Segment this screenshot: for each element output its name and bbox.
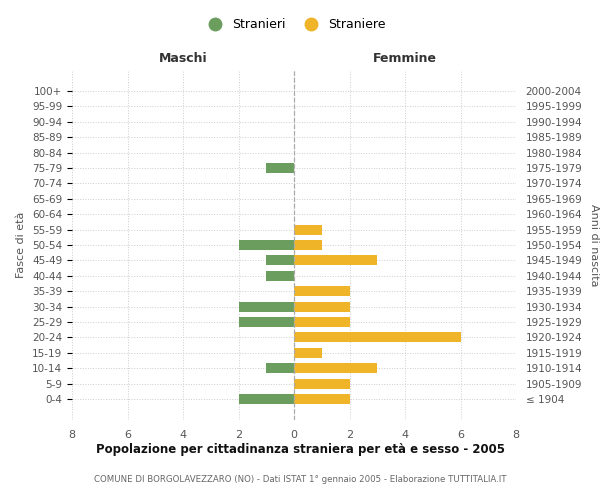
Bar — [266, 271, 294, 281]
Bar — [294, 256, 377, 266]
Bar — [294, 348, 322, 358]
Bar — [294, 224, 322, 234]
Text: COMUNE DI BORGOLAVEZZARO (NO) - Dati ISTAT 1° gennaio 2005 - Elaborazione TUTTIT: COMUNE DI BORGOLAVEZZARO (NO) - Dati IST… — [94, 476, 506, 484]
Y-axis label: Anni di nascita: Anni di nascita — [589, 204, 599, 286]
Bar — [239, 240, 294, 250]
Legend: Stranieri, Straniere: Stranieri, Straniere — [197, 13, 391, 36]
Bar — [294, 364, 377, 374]
Bar — [294, 286, 350, 296]
Bar — [239, 394, 294, 404]
Text: Maschi: Maschi — [158, 52, 208, 65]
Y-axis label: Fasce di età: Fasce di età — [16, 212, 26, 278]
Bar — [294, 378, 350, 388]
Bar — [239, 317, 294, 327]
Text: Popolazione per cittadinanza straniera per età e sesso - 2005: Popolazione per cittadinanza straniera p… — [95, 444, 505, 456]
Bar — [294, 302, 350, 312]
Bar — [294, 317, 350, 327]
Text: Femmine: Femmine — [373, 52, 437, 65]
Bar — [266, 364, 294, 374]
Bar — [294, 332, 461, 342]
Bar — [239, 302, 294, 312]
Bar — [266, 256, 294, 266]
Bar — [294, 394, 350, 404]
Bar — [294, 240, 322, 250]
Bar — [266, 163, 294, 173]
